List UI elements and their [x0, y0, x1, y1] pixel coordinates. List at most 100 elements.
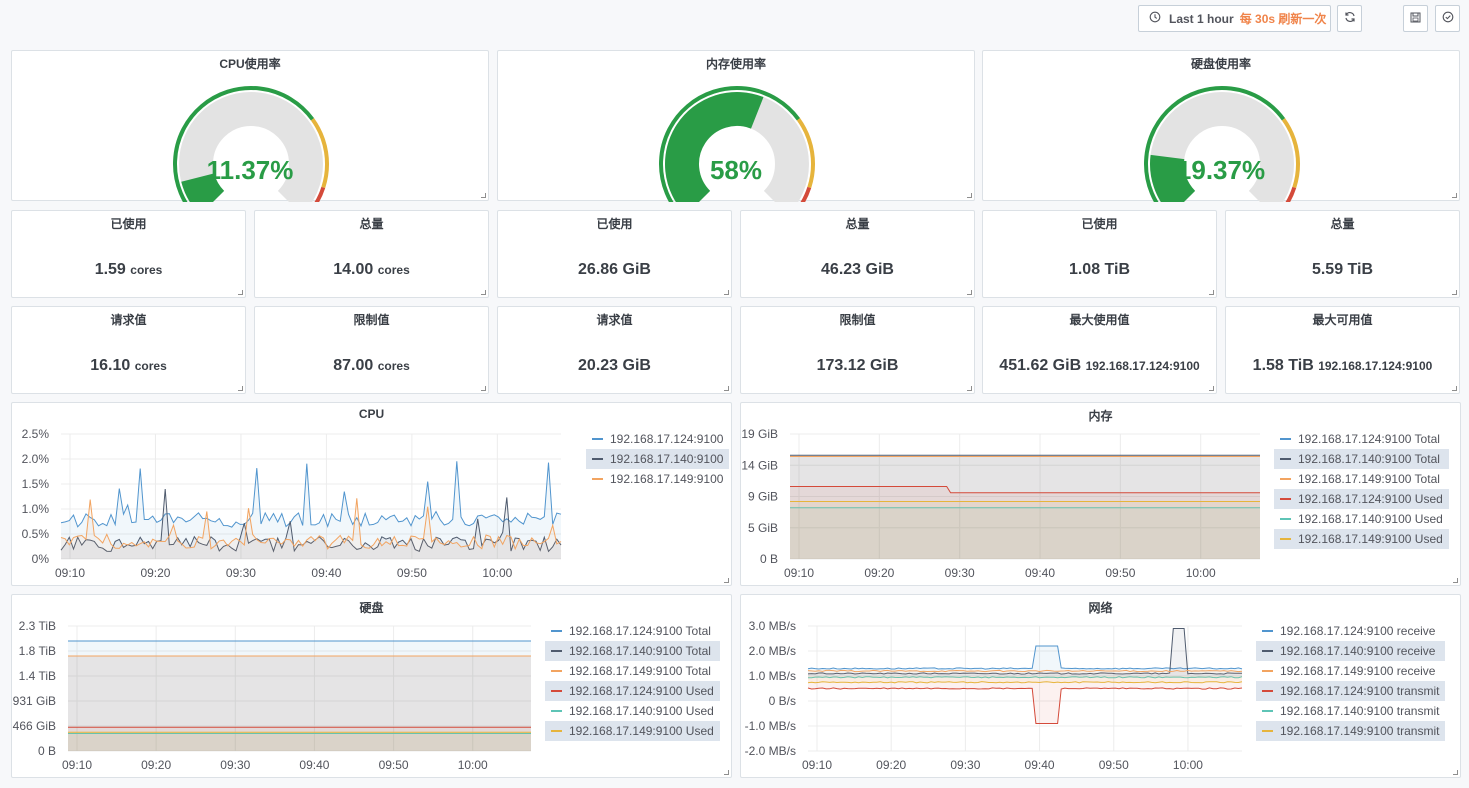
resize-handle[interactable] [1209, 386, 1214, 391]
resize-handle[interactable] [1452, 193, 1457, 198]
memory-total-stat-panel[interactable]: 总量 46.23 GiB [740, 210, 975, 298]
legend-item[interactable]: 192.168.17.140:9100 Used [1274, 509, 1449, 529]
legend-item[interactable]: 192.168.17.149:9100 transmit [1256, 721, 1446, 741]
legend-label: 192.168.17.149:9100 Total [1298, 472, 1440, 486]
legend-item[interactable]: 192.168.17.140:9100 Total [1274, 449, 1449, 469]
legend-label: 192.168.17.124:9100 Used [1298, 492, 1443, 506]
resize-handle[interactable] [481, 386, 486, 391]
cpu-total-stat-panel[interactable]: 总量 14.00 cores [254, 210, 489, 298]
resize-handle[interactable] [1209, 290, 1214, 295]
legend-item[interactable]: 192.168.17.149:9100 Used [1274, 529, 1449, 549]
resize-handle[interactable] [1452, 386, 1457, 391]
series-line [807, 628, 1242, 675]
resize-handle[interactable] [1453, 770, 1458, 775]
disk-max-available-stat-panel[interactable]: 最大可用值 1.58 TiB 192.168.17.124:9100 [1225, 306, 1460, 394]
legend-item[interactable]: 192.168.17.124:9100 Used [1274, 489, 1449, 509]
legend-label: 192.168.17.140:9100 Total [569, 644, 711, 658]
panel-title: 硬盘使用率 [1190, 57, 1251, 71]
legend-item[interactable]: 192.168.17.149:9100 [586, 469, 729, 489]
series-area [68, 732, 531, 751]
resize-handle[interactable] [481, 193, 486, 198]
time-range-picker[interactable]: Last 1 hour 每 30s 刷新一次 [1138, 5, 1331, 32]
series-area [808, 670, 1242, 676]
resize-handle[interactable] [967, 193, 972, 198]
legend-item[interactable]: 192.168.17.124:9100 Total [1274, 429, 1449, 449]
x-tick-label: 09:50 [1105, 566, 1135, 580]
resize-handle[interactable] [238, 290, 243, 295]
gauge-fill [1150, 154, 1196, 202]
time-range-label: Last 1 hour [1169, 11, 1234, 26]
resize-handle[interactable] [1453, 578, 1458, 583]
legend-item[interactable]: 192.168.17.124:9100 Used [545, 681, 720, 701]
legend-item[interactable]: 192.168.17.124:9100 transmit [1256, 681, 1446, 701]
memory-request-stat-panel[interactable]: 请求值 20.23 GiB [497, 306, 732, 394]
x-tick-label: 09:50 [397, 566, 427, 580]
resize-handle[interactable] [724, 578, 729, 583]
legend-item[interactable]: 192.168.17.140:9100 [586, 449, 730, 469]
cpu-limit-stat-panel[interactable]: 限制值 87.00 cores [254, 306, 489, 394]
disk-max-used-stat-panel[interactable]: 最大使用值 451.62 GiB 192.168.17.124:9100 [982, 306, 1217, 394]
legend-label: 192.168.17.140:9100 [610, 452, 724, 466]
cpu-request-stat-panel[interactable]: 请求值 16.10 cores [11, 306, 246, 394]
legend-label: 192.168.17.149:9100 Used [569, 724, 714, 738]
resize-handle[interactable] [967, 290, 972, 295]
disk-usage-gauge-panel[interactable]: 硬盘使用率 19.37% [982, 50, 1460, 202]
stat-value: 1.59 cores [94, 261, 163, 278]
dashboard-toolbar: Last 1 hour 每 30s 刷新一次 [0, 0, 1469, 40]
legend-swatch [1280, 518, 1291, 520]
save-dashboard-button[interactable] [1403, 5, 1428, 32]
resize-handle[interactable] [724, 386, 729, 391]
legend-item[interactable]: 192.168.17.149:9100 Total [1274, 469, 1449, 489]
x-tick-label: 10:00 [458, 758, 488, 772]
cpu-graph-panel[interactable]: CPU 2.5% 2.0% 1.5% 1.0% 0.5% 0% 09:10 09:20 09:3… [11, 402, 732, 586]
x-tick-label: 09:40 [1025, 758, 1055, 772]
cpu-used-stat-panel[interactable]: 已使用 1.59 cores [11, 210, 246, 298]
disk-time-series: 2.3 TiB 1.8 TiB 1.4 TiB 931 GiB 466 GiB 0 B 09… [13, 619, 531, 772]
network-graph-panel[interactable]: 网络 3.0 MB/s 2.0 MB/s 1.0 MB/s 0 B/s -1.0 MB/… [740, 594, 1461, 778]
legend-swatch [1262, 670, 1273, 672]
legend-label: 192.168.17.149:9100 receive [1280, 664, 1436, 678]
legend-item[interactable]: 192.168.17.140:9100 Used [545, 701, 720, 721]
gauge-fill [665, 92, 764, 202]
memory-used-stat-panel[interactable]: 已使用 26.86 GiB [497, 210, 732, 298]
resize-handle[interactable] [481, 290, 486, 295]
memory-graph-panel[interactable]: 内存 19 GiB 14 GiB 9 GiB 5 GiB 0 B 09:10 09:20 09… [740, 402, 1461, 586]
resize-handle[interactable] [238, 386, 243, 391]
legend-swatch [551, 690, 562, 692]
resize-handle[interactable] [724, 290, 729, 295]
legend-item[interactable]: 192.168.17.149:9100 receive [1256, 661, 1445, 681]
disk-used-stat-panel[interactable]: 已使用 1.08 TiB [982, 210, 1217, 298]
chart-legend: 192.168.17.124:9100 192.168.17.140:9100 19… [586, 429, 730, 489]
series-area [68, 733, 531, 751]
legend-item[interactable]: 192.168.17.140:9100 transmit [1256, 701, 1445, 721]
legend-item[interactable]: 192.168.17.140:9100 receive [1256, 641, 1446, 661]
memory-limit-stat-panel[interactable]: 限制值 173.12 GiB [740, 306, 975, 394]
legend-item[interactable]: 192.168.17.140:9100 Total [545, 641, 720, 661]
refresh-button[interactable] [1337, 5, 1362, 32]
legend-item[interactable]: 192.168.17.124:9100 Total [545, 621, 720, 641]
x-tick-label: 10:00 [482, 566, 512, 580]
panel-title: 内存使用率 [705, 57, 766, 71]
legend-item[interactable]: 192.168.17.124:9100 [586, 429, 729, 449]
disk-graph-panel[interactable]: 硬盘 2.3 TiB 1.8 TiB 1.4 TiB 931 GiB 466 GiB 0 … [11, 594, 732, 778]
legend-item[interactable]: 192.168.17.149:9100 Used [545, 721, 720, 741]
legend-label: 192.168.17.124:9100 receive [1280, 624, 1436, 638]
cpu-usage-gauge-panel[interactable]: CPU使用率 11.37% [11, 50, 489, 202]
memory-usage-gauge-panel[interactable]: 内存使用率 58% [497, 50, 975, 202]
legend-label: 192.168.17.140:9100 Total [1298, 452, 1440, 466]
stat-unit: cores [377, 359, 410, 373]
gauge-value: 58% [709, 155, 763, 185]
resize-handle[interactable] [967, 386, 972, 391]
panel-title: 已使用 [1081, 217, 1118, 231]
legend-item[interactable]: 192.168.17.124:9100 receive [1256, 621, 1445, 641]
stat-value: 16.10 cores [90, 357, 167, 374]
y-tick-label: 14 GiB [741, 458, 778, 472]
legend-item[interactable]: 192.168.17.149:9100 Total [545, 661, 720, 681]
settings-button[interactable] [1435, 5, 1460, 32]
disk-total-stat-panel[interactable]: 总量 5.59 TiB [1225, 210, 1460, 298]
resize-handle[interactable] [724, 770, 729, 775]
stat-value: 173.12 GiB [816, 357, 899, 374]
panel-title: 限制值 [839, 313, 876, 327]
resize-handle[interactable] [1452, 290, 1457, 295]
refresh-icon [1344, 10, 1356, 28]
